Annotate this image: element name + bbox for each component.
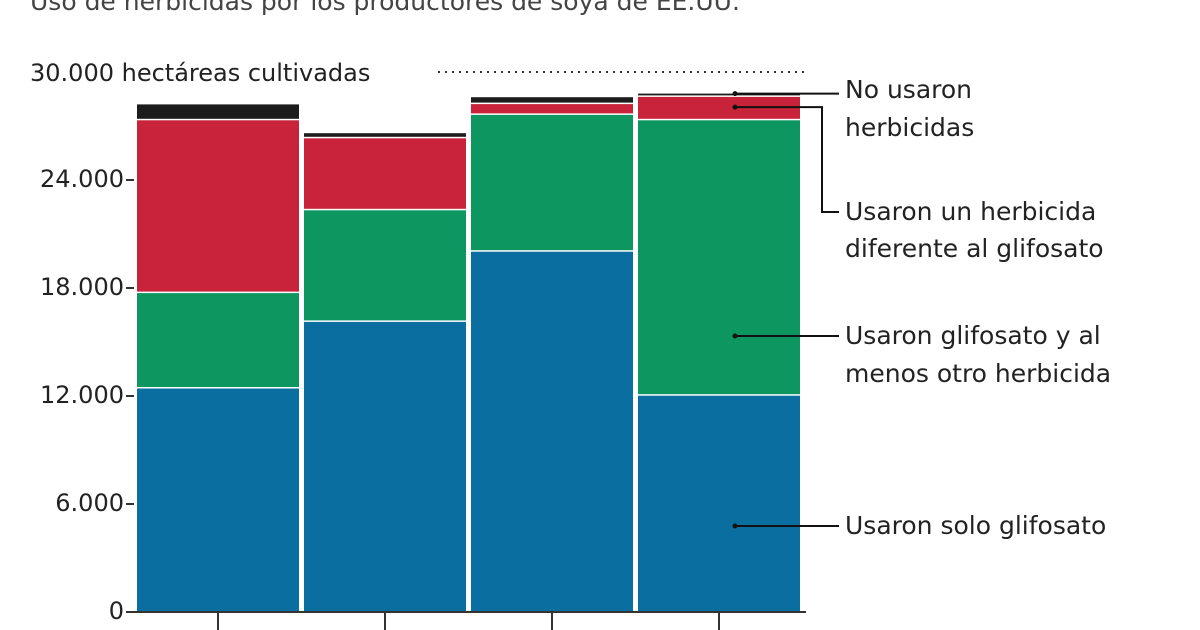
bar-segment-no_herbicide-1 — [137, 104, 299, 119]
y-tick-label: 18.000 — [40, 273, 124, 301]
legend-label-other_herbicide: diferente al glifosato — [845, 234, 1104, 263]
bar-segment-glyphosate_plus-4 — [638, 118, 800, 395]
bar-segment-only_glyphosate-3 — [471, 250, 633, 612]
bar-segment-no_herbicide-2 — [304, 133, 466, 137]
bar-segment-other_herbicide-3 — [471, 102, 633, 114]
bar-segment-only_glyphosate-4 — [638, 394, 800, 612]
legend-label-only_glyphosate: Usaron solo glifosato — [845, 511, 1106, 540]
legend-label-glyphosate_plus: menos otro herbicida — [845, 359, 1111, 388]
legend: No usaron herbicidas Usaron un herbicida di… — [732, 75, 1111, 540]
legend-leader-dot — [732, 91, 738, 97]
bar-segment-only_glyphosate-2 — [304, 320, 466, 612]
legend-leader-dot — [732, 523, 738, 529]
y-tick-label: 24.000 — [40, 165, 124, 193]
bar-segment-other_herbicide-2 — [304, 136, 466, 209]
legend-leader-dot — [732, 333, 738, 339]
y-top-label: 30.000 hectáreas cultivadas — [30, 59, 370, 87]
bar-segment-no_herbicide-4 — [638, 93, 800, 96]
legend-label-glyphosate_plus: Usaron glifosato y al — [845, 321, 1101, 350]
legend-label-no_herbicide: No usaron — [845, 75, 972, 104]
y-tick-label: 12.000 — [40, 381, 124, 409]
bar-segment-glyphosate_plus-2 — [304, 208, 466, 321]
bars-group — [137, 93, 800, 612]
y-tick-label: 6.000 — [55, 489, 124, 517]
y-axis: 0 6.000 12.000 18.000 24.000 30.000 hectáreas… — [30, 59, 806, 630]
legend-leader-other_herbicide — [735, 106, 839, 213]
legend-label-no_herbicide: herbicidas — [845, 113, 974, 142]
bar-segment-no_herbicide-3 — [471, 97, 633, 103]
chart-title: Uso de herbicidas por los productores de… — [30, 0, 740, 16]
bar-segment-glyphosate_plus-1 — [137, 291, 299, 387]
bar-segment-glyphosate_plus-3 — [471, 113, 633, 251]
legend-label-other_herbicide: Usaron un herbicida — [845, 197, 1096, 226]
bar-segment-other_herbicide-4 — [638, 95, 800, 119]
bar-segment-only_glyphosate-1 — [137, 387, 299, 612]
bar-segment-other_herbicide-1 — [137, 118, 299, 292]
legend-leader-dot — [732, 104, 738, 110]
y-tick-label: 0 — [109, 597, 124, 625]
